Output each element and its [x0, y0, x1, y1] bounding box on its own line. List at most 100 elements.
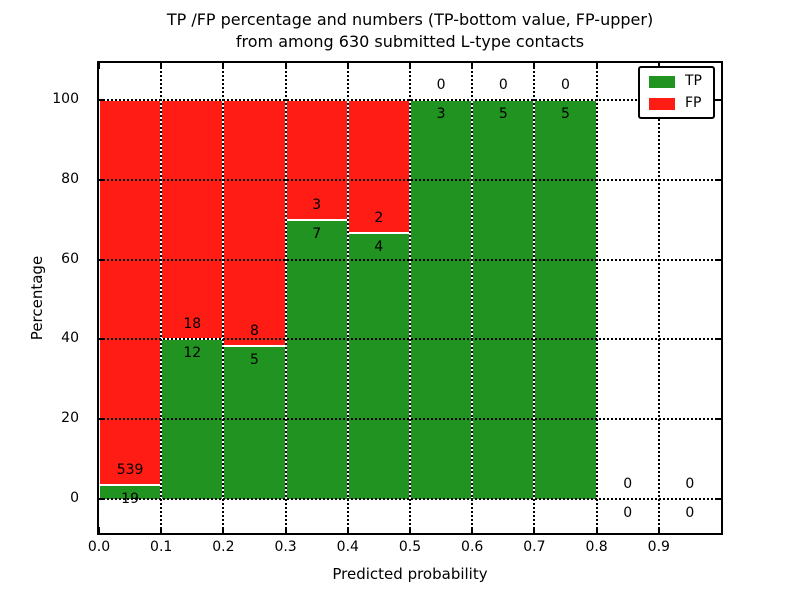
chart-title-line1: TP /FP percentage and numbers (TP-bottom…	[166, 10, 654, 29]
y-axis-label: Percentage	[28, 255, 46, 341]
x-tick-mark	[533, 63, 536, 69]
x-tick-mark	[409, 63, 411, 69]
x-tick-label: 0.0	[87, 539, 111, 555]
bar-segment-tp	[534, 100, 597, 499]
y-tick-mark	[715, 258, 721, 261]
fp-count-label: 0	[561, 77, 570, 93]
x-tick-mark	[98, 527, 100, 533]
x-tick-mark	[595, 527, 598, 533]
legend: TP FP	[638, 66, 715, 119]
x-tick-mark	[160, 527, 163, 533]
y-tick-mark	[99, 498, 105, 500]
fp-count-label: 0	[498, 77, 508, 93]
fp-count-label: 0	[623, 476, 633, 492]
bar-segment-fp	[223, 100, 286, 346]
plot-area: TP FP 539 19 18 12 8 5 3 7 2 4 0 3 0 5 0 5 0 0 0 0	[97, 61, 723, 535]
y-tick-mark	[99, 258, 105, 261]
bar-segment-fp	[99, 100, 162, 486]
x-tick-mark	[160, 63, 163, 69]
y-tick-mark	[99, 178, 105, 181]
tp-legend-swatch	[649, 75, 675, 88]
x-tick-mark	[409, 527, 411, 533]
tp-count-label: 12	[183, 345, 202, 362]
y-tick-label: 40	[61, 330, 79, 347]
bar-segment-tp	[472, 100, 535, 499]
y-tick-mark	[99, 99, 105, 101]
y-tick-label: 0	[70, 490, 79, 506]
x-axis-label: Predicted probability	[332, 565, 488, 583]
gridline-vertical	[657, 63, 660, 533]
x-tick-label: 0.3	[274, 539, 297, 555]
fp-count-label: 0	[685, 476, 695, 492]
gridline-vertical	[533, 63, 536, 533]
x-tick-label: 0.4	[336, 539, 359, 555]
tp-count-label: 0	[623, 505, 633, 521]
gridline-vertical	[409, 63, 411, 533]
x-tick-mark	[471, 527, 474, 533]
x-tick-mark	[346, 527, 349, 533]
bar-segment-tp	[285, 219, 348, 499]
gridline-vertical	[160, 63, 163, 533]
x-tick-mark	[533, 527, 536, 533]
bar-segment-fp	[347, 100, 410, 233]
x-tick-label: 0.6	[461, 539, 484, 555]
x-tick-mark	[222, 527, 225, 533]
y-tick-label: 60	[61, 250, 79, 267]
bar-segment-tp	[347, 233, 410, 499]
tp-count-label: 5	[561, 106, 570, 122]
x-tick-label: 0.9	[647, 539, 670, 555]
x-tick-mark	[657, 527, 660, 533]
gridline-vertical	[222, 63, 225, 533]
gridline-vertical	[284, 63, 287, 533]
x-tick-mark	[284, 63, 287, 69]
gridline-vertical	[346, 63, 349, 533]
x-tick-label: 0.1	[150, 539, 173, 555]
fp-count-label: 539	[116, 462, 144, 479]
y-tick-label: 20	[61, 410, 79, 427]
x-tick-label: 0.2	[212, 539, 235, 555]
fp-count-label: 3	[312, 196, 322, 213]
x-tick-mark	[284, 527, 287, 533]
y-tick-mark	[715, 418, 721, 421]
x-tick-label: 0.5	[398, 539, 422, 555]
tp-count-label: 3	[436, 106, 446, 122]
tp-count-label: 5	[250, 351, 259, 368]
x-tick-label: 0.8	[585, 539, 608, 555]
y-tick-mark	[715, 338, 721, 341]
chart-title-line2: from among 630 submitted L-type contacts	[235, 32, 585, 51]
tp-legend-label: TP	[685, 73, 702, 89]
fp-legend-swatch	[649, 97, 675, 110]
x-tick-mark	[471, 63, 474, 69]
legend-item-tp: TP	[649, 73, 702, 89]
x-tick-mark	[222, 63, 225, 69]
x-tick-mark	[346, 63, 349, 69]
x-tick-label: 0.7	[523, 539, 546, 555]
y-tick-mark	[99, 338, 105, 341]
fp-count-label: 2	[374, 210, 384, 226]
fp-count-label: 0	[436, 77, 446, 93]
fp-count-label: 18	[183, 316, 202, 333]
tp-count-label: 19	[121, 491, 139, 508]
y-tick-mark	[715, 178, 721, 181]
x-tick-mark	[98, 63, 100, 69]
y-tick-label: 100	[52, 91, 79, 107]
y-tick-mark	[715, 498, 721, 500]
tp-count-label: 0	[685, 505, 695, 521]
chart-title: TP /FP percentage and numbers (TP-bottom…	[99, 9, 721, 53]
y-tick-label: 80	[61, 170, 79, 187]
legend-item-fp: FP	[649, 95, 702, 111]
bar-segment-tp	[410, 100, 473, 499]
bar-segment-tp	[223, 345, 286, 499]
y-tick-mark	[99, 418, 105, 421]
x-tick-mark	[595, 63, 598, 69]
tp-count-label: 5	[498, 106, 508, 122]
fp-count-label: 8	[250, 322, 259, 339]
bar-segment-fp	[161, 100, 224, 340]
gridline-vertical	[595, 63, 598, 533]
y-tick-mark	[715, 99, 721, 101]
tp-count-label: 7	[312, 225, 322, 242]
tp-count-label: 4	[374, 239, 384, 255]
gridline-vertical	[471, 63, 474, 533]
fp-legend-label: FP	[685, 95, 702, 111]
